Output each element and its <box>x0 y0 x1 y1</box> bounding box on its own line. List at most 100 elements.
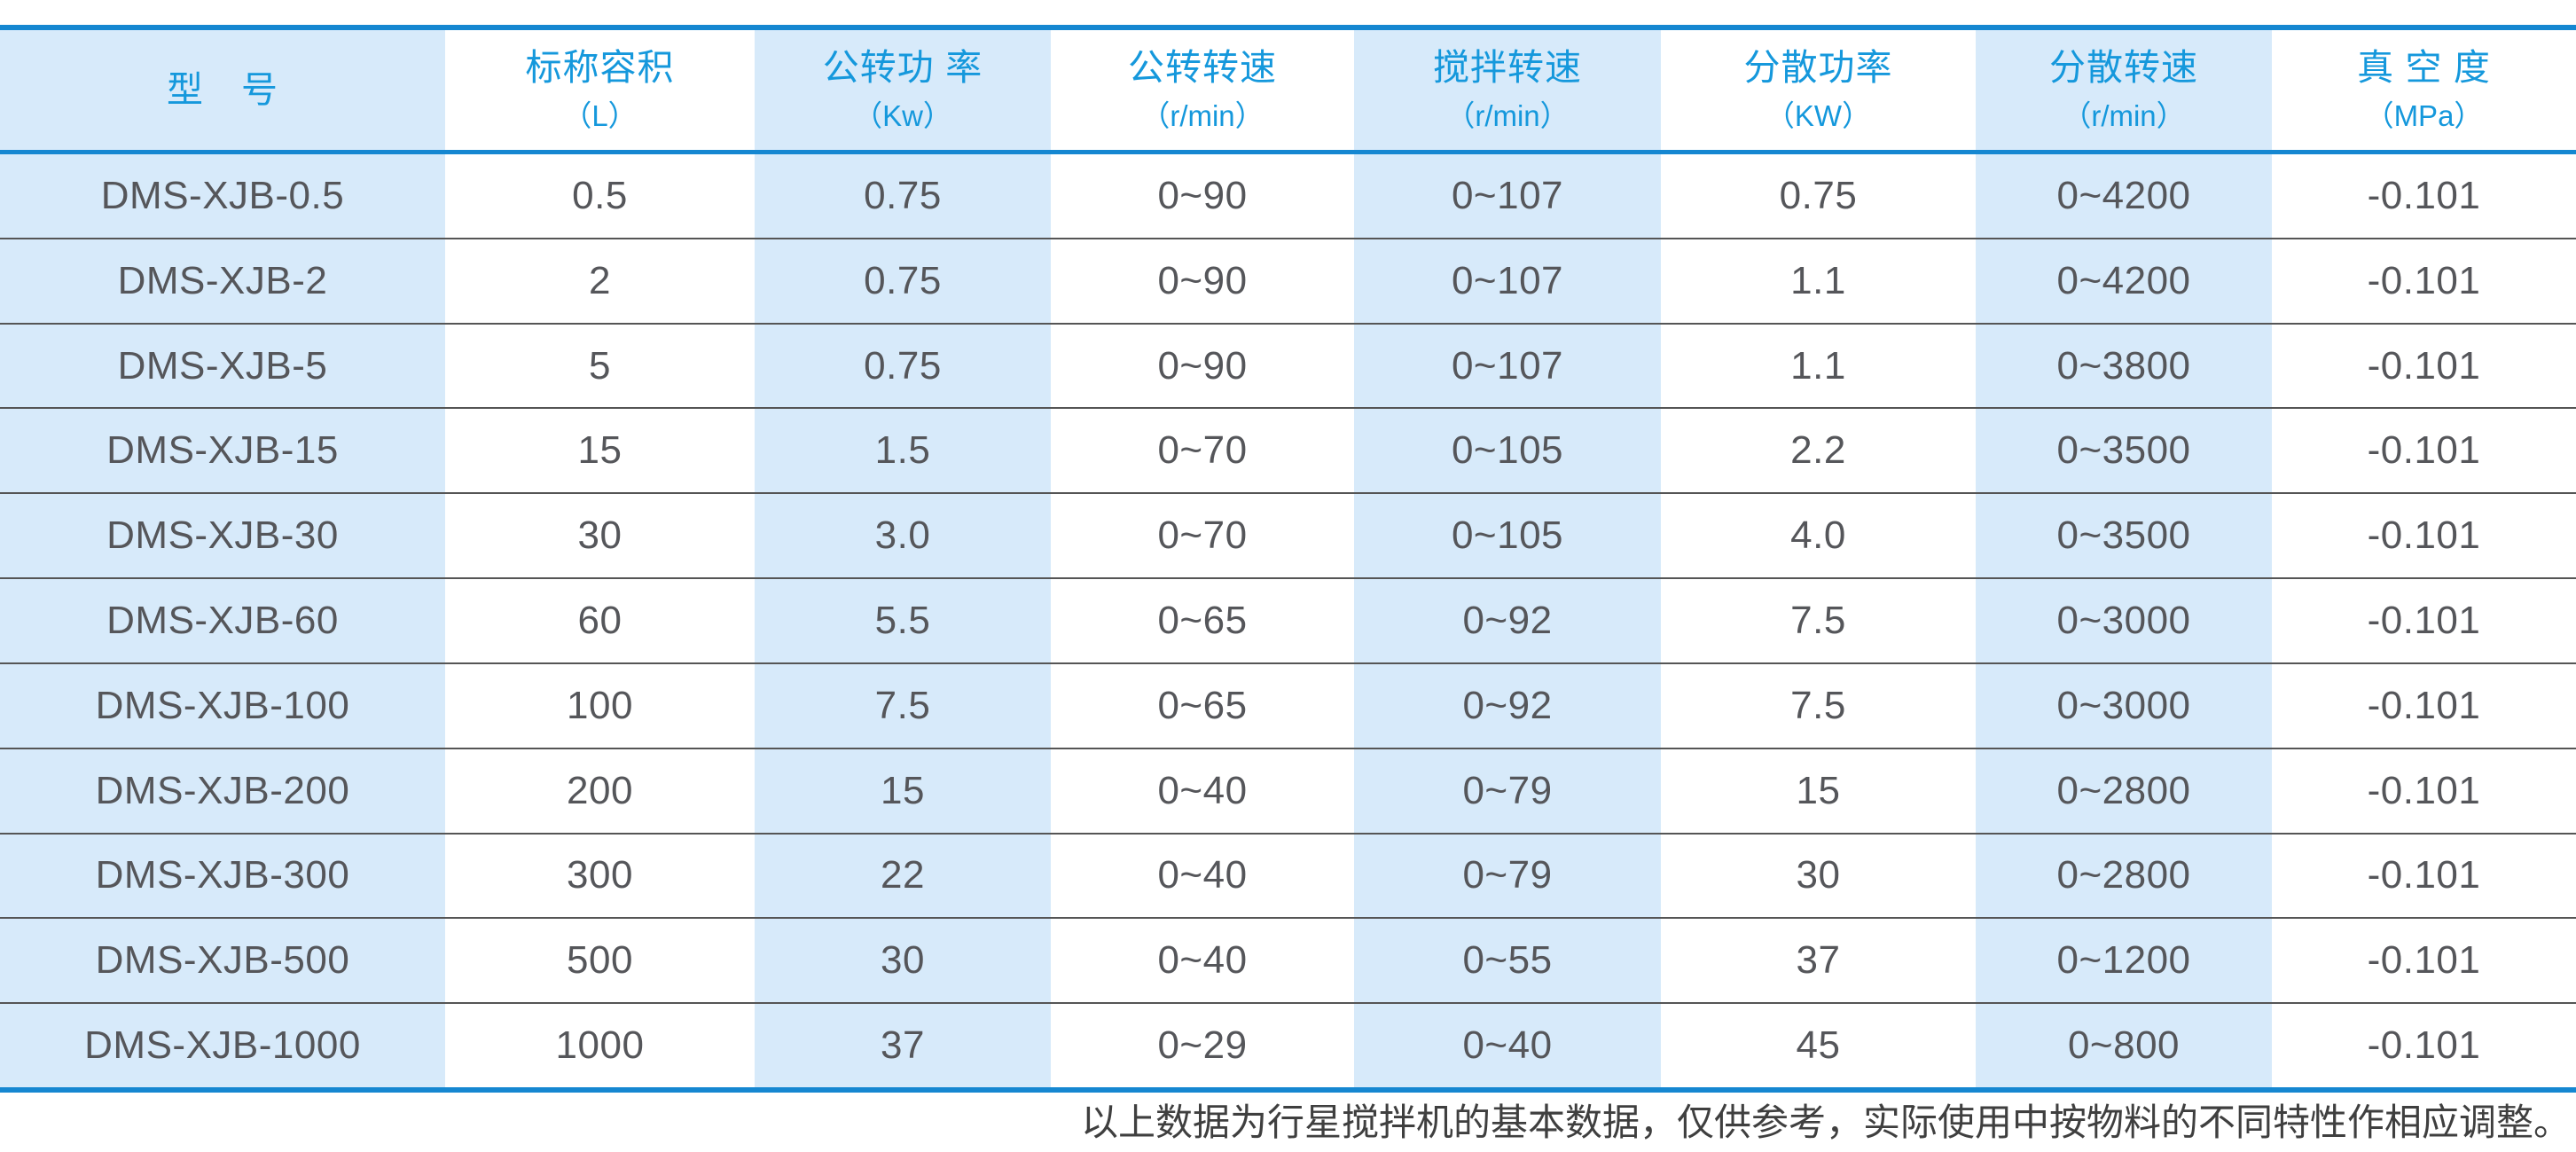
column-header-model: 型 号 <box>0 30 445 150</box>
table-row: DMS-XJB-60 60 5.5 0~65 0~92 7.5 0~3000 -0.101 <box>0 577 2576 662</box>
table-header-row: 型 号 标称容积 （L） 公转功 率 （Kw） 公转转速 （r/min） 搅拌转… <box>0 30 2576 150</box>
column-unit: （r/min） <box>1445 98 1570 132</box>
table-cell: 0~40 <box>1157 938 1248 983</box>
model-cell: DMS-XJB-200 <box>0 748 445 833</box>
table-cell: 0.75 <box>1779 173 1858 217</box>
model-cell: DMS-XJB-15 <box>0 409 445 493</box>
table-row: DMS-XJB-2 2 0.75 0~90 0~107 1.1 0~4200 -0.101 <box>0 237 2576 323</box>
column-unit: （Kw） <box>853 98 952 132</box>
table-cell: 1.1 <box>1790 343 1846 388</box>
table-cell: 0~105 <box>1354 409 1661 493</box>
column-header-dispersion-power: 分散功率 （KW） <box>1661 30 1976 150</box>
column-unit: （MPa） <box>2364 98 2484 132</box>
table-cell: 0~2800 <box>1976 834 2272 918</box>
table-cell: 5.5 <box>755 579 1051 662</box>
table-cell: -0.101 <box>2367 938 2481 983</box>
table-cell: 0~107 <box>1354 239 1661 323</box>
table-cell: 15 <box>577 428 622 473</box>
table-cell: 300 <box>567 853 633 897</box>
table-cell: 0~4200 <box>1976 239 2272 323</box>
table-cell: 0~90 <box>1157 343 1248 388</box>
table-cell: 0~800 <box>1976 1004 2272 1087</box>
table-row: DMS-XJB-5 5 0.75 0~90 0~107 1.1 0~3800 -0.101 <box>0 322 2576 408</box>
table-cell: 0~92 <box>1354 663 1661 748</box>
table-cell: 0~107 <box>1354 324 1661 408</box>
table-cell: -0.101 <box>2367 683 2481 727</box>
table-cell: 7.5 <box>755 663 1051 748</box>
table-cell: 0~70 <box>1157 513 1248 558</box>
table-row: DMS-XJB-200 200 15 0~40 0~79 15 0~2800 -0.101 <box>0 747 2576 833</box>
column-header-dispersion-speed: 分散转速 （r/min） <box>1976 30 2272 150</box>
table-cell: 0~90 <box>1157 173 1248 217</box>
column-title: 标称容积 <box>525 46 675 88</box>
table-cell: 30 <box>1796 853 1841 897</box>
table-row: DMS-XJB-15 15 1.5 0~70 0~105 2.2 0~3500 -0.101 <box>0 407 2576 493</box>
model-cell: DMS-XJB-300 <box>0 834 445 918</box>
table-cell: 22 <box>755 834 1051 918</box>
table-cell: 1.5 <box>755 409 1051 493</box>
column-header-nominal-capacity: 标称容积 （L） <box>445 30 755 150</box>
table-cell: 0~40 <box>1157 853 1248 897</box>
table-cell: 2 <box>589 258 611 302</box>
table-cell: 0.75 <box>755 154 1051 238</box>
table-cell: 200 <box>567 768 633 812</box>
table-cell: 0~2800 <box>1976 748 2272 833</box>
table-cell: -0.101 <box>2367 768 2481 812</box>
table-cell: 60 <box>577 598 622 642</box>
table-row: DMS-XJB-0.5 0.5 0.75 0~90 0~107 0.75 0~4200 -0.… <box>0 154 2576 238</box>
table-cell: 5 <box>589 343 611 388</box>
table-cell: 4.0 <box>1790 513 1846 558</box>
footnote-text: 以上数据为行星搅拌机的基本数据，仅供参考，实际使用中按物料的不同特性作相应调整。 <box>1080 1101 2571 1144</box>
table-cell: 0.75 <box>755 239 1051 323</box>
table-cell: 0~3500 <box>1976 494 2272 578</box>
table-cell: -0.101 <box>2367 343 2481 388</box>
column-title: 分散转速 <box>2049 46 2198 88</box>
header-bottom-border <box>0 150 2576 154</box>
table-row: DMS-XJB-30 30 3.0 0~70 0~105 4.0 0~3500 -0.101 <box>0 492 2576 578</box>
table-cell: 0~4200 <box>1976 154 2272 238</box>
table-cell: 2.2 <box>1790 428 1846 473</box>
column-header-revolution-speed: 公转转速 （r/min） <box>1051 30 1354 150</box>
column-header-stirring-speed: 搅拌转速 （r/min） <box>1354 30 1661 150</box>
table-cell: 1.1 <box>1790 258 1846 302</box>
table-cell: -0.101 <box>2367 598 2481 642</box>
table-cell: 0.75 <box>755 324 1051 408</box>
table-cell: 3.0 <box>755 494 1051 578</box>
table-cell: 100 <box>567 683 633 727</box>
table-cell: 0~92 <box>1354 579 1661 662</box>
table-cell: 500 <box>567 938 633 983</box>
column-unit: （L） <box>562 98 638 132</box>
table-cell: 15 <box>1796 768 1841 812</box>
model-cell: DMS-XJB-500 <box>0 919 445 1003</box>
column-title: 公转转速 <box>1128 46 1277 88</box>
table-cell: 0~65 <box>1157 598 1248 642</box>
table-cell: 7.5 <box>1790 683 1846 727</box>
table-cell: 0.5 <box>572 173 628 217</box>
planetary-mixer-spec-table: 型 号 标称容积 （L） 公转功 率 （Kw） 公转转速 （r/min） 搅拌转… <box>0 25 2576 1093</box>
table-cell: 0~29 <box>1157 1023 1248 1068</box>
table-row: DMS-XJB-300 300 22 0~40 0~79 30 0~2800 -0.101 <box>0 832 2576 918</box>
column-title: 公转功 率 <box>822 46 983 88</box>
model-cell: DMS-XJB-2 <box>0 239 445 323</box>
table-cell: 0~40 <box>1354 1004 1661 1087</box>
model-cell: DMS-XJB-30 <box>0 494 445 578</box>
table-cell: -0.101 <box>2367 513 2481 558</box>
table-row: DMS-XJB-100 100 7.5 0~65 0~92 7.5 0~3000 -0.101 <box>0 662 2576 748</box>
table-cell: 0~55 <box>1354 919 1661 1003</box>
column-unit: （r/min） <box>2062 98 2186 132</box>
table-body: DMS-XJB-0.5 0.5 0.75 0~90 0~107 0.75 0~4200 -0.… <box>0 154 2576 1087</box>
table-cell: 1000 <box>555 1023 645 1068</box>
table-cell: -0.101 <box>2367 1023 2481 1068</box>
table-cell: 15 <box>755 748 1051 833</box>
table-cell: 0~40 <box>1157 768 1248 812</box>
model-cell: DMS-XJB-100 <box>0 663 445 748</box>
table-cell: 37 <box>1796 938 1841 983</box>
column-title: 真 空 度 <box>2357 46 2491 88</box>
column-title: 搅拌转速 <box>1433 46 1582 88</box>
table-cell: 0~65 <box>1157 683 1248 727</box>
table-cell: 7.5 <box>1790 598 1846 642</box>
model-cell: DMS-XJB-0.5 <box>0 154 445 238</box>
table-cell: 0~79 <box>1354 834 1661 918</box>
column-unit: （r/min） <box>1140 98 1265 132</box>
